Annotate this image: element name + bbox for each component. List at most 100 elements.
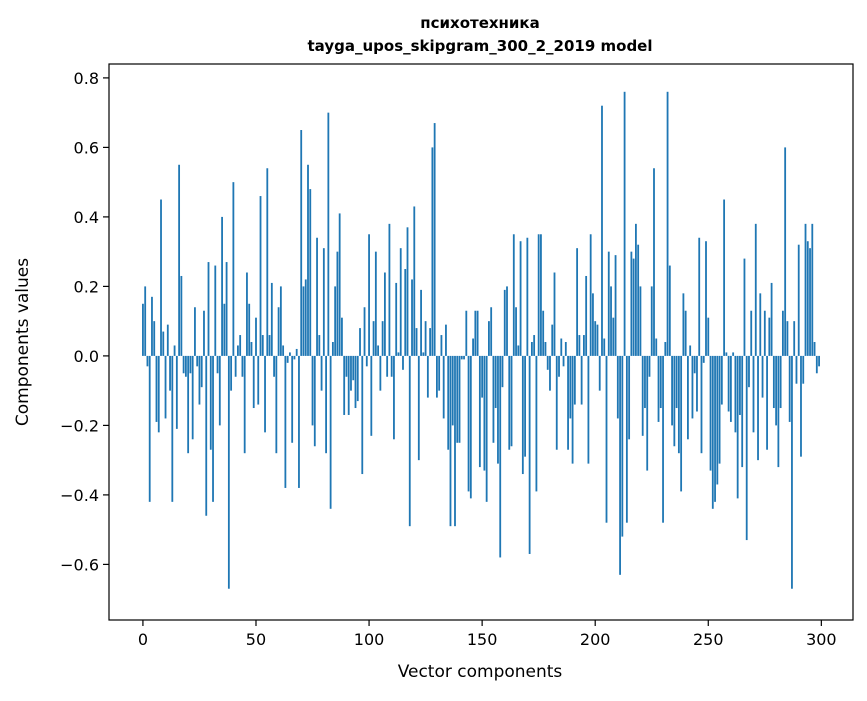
- bar-117: [406, 227, 409, 356]
- bar-106: [381, 321, 384, 356]
- bar-240: [684, 310, 687, 356]
- x-tick-label-50: 50: [246, 630, 266, 649]
- bar-142: [463, 355, 465, 360]
- bar-224: [648, 355, 651, 377]
- bar-70: [300, 130, 303, 356]
- bar-175: [537, 234, 540, 356]
- bar-260: [729, 355, 732, 422]
- y-tick-label-1: −0.4: [60, 486, 99, 505]
- bar-165: [515, 307, 517, 356]
- bar-266: [743, 258, 746, 356]
- y-tick-label-0: −0.6: [60, 555, 99, 574]
- bar-92: [350, 355, 352, 391]
- bar-188: [567, 355, 569, 450]
- bar-299: [818, 355, 820, 367]
- y-tick-label-3: 0.0: [74, 347, 99, 366]
- bar-54: [264, 355, 266, 433]
- bar-143: [465, 310, 468, 356]
- bar-11: [166, 324, 169, 356]
- x-tick-label-150: 150: [467, 630, 498, 649]
- bar-193: [578, 335, 581, 356]
- bar-112: [395, 282, 398, 356]
- bar-187: [564, 342, 567, 356]
- bar-181: [551, 324, 554, 356]
- bar-234: [671, 355, 673, 426]
- x-tick-label-100: 100: [354, 630, 385, 649]
- bar-239: [682, 293, 685, 356]
- bar-216: [630, 251, 633, 356]
- bar-137: [451, 355, 454, 426]
- bar-68: [295, 348, 298, 356]
- bar-261: [732, 352, 735, 356]
- bar-61: [279, 286, 282, 356]
- bar-156: [494, 355, 497, 409]
- bar-98: [363, 307, 366, 356]
- bar-107: [383, 272, 386, 356]
- bar-281: [777, 355, 780, 468]
- x-tick-label-300: 300: [806, 630, 837, 649]
- bar-182: [553, 272, 556, 356]
- bar-262: [734, 355, 737, 433]
- bar-64: [286, 355, 289, 363]
- bar-265: [741, 355, 744, 468]
- bar-140: [458, 355, 461, 443]
- bar-155: [492, 355, 495, 443]
- bar-127: [429, 328, 432, 356]
- bar-223: [646, 355, 649, 471]
- bar-82: [327, 112, 330, 356]
- bar-23: [194, 307, 196, 356]
- bar-93: [352, 355, 355, 381]
- bar-194: [580, 355, 583, 405]
- bar-203: [601, 105, 603, 356]
- bar-242: [689, 345, 692, 356]
- bar-286: [788, 355, 791, 422]
- bar-149: [478, 355, 481, 468]
- bar-123: [420, 289, 422, 356]
- bar-250: [707, 317, 710, 356]
- bar-128: [431, 147, 434, 356]
- bar-164: [512, 234, 515, 356]
- bar-109: [388, 223, 391, 356]
- bar-50: [255, 317, 257, 356]
- bar-6: [155, 355, 158, 422]
- bar-124: [422, 352, 425, 356]
- bar-226: [653, 168, 655, 356]
- bar-147: [474, 310, 477, 356]
- bar-40: [232, 182, 235, 356]
- bar-195: [582, 335, 585, 356]
- bar-52: [259, 196, 262, 356]
- bar-229: [659, 355, 662, 409]
- bar-211: [619, 355, 621, 575]
- bar-282: [779, 355, 782, 409]
- bar-237: [677, 355, 680, 454]
- bar-208: [612, 317, 615, 356]
- bar-10: [164, 355, 167, 419]
- bar-172: [530, 342, 533, 356]
- chart-title-line-2: tayga_upos_skipgram_300_2_2019 model: [308, 37, 653, 55]
- bar-58: [273, 355, 275, 377]
- y-tick-label-4: 0.2: [74, 277, 99, 296]
- bar-214: [625, 355, 628, 523]
- bar-247: [700, 355, 703, 454]
- bar-32: [214, 265, 217, 356]
- bar-134: [445, 324, 447, 356]
- bar-258: [725, 352, 728, 356]
- bar-270: [752, 355, 755, 433]
- bar-56: [268, 335, 271, 356]
- bar-47: [248, 303, 251, 356]
- bar-283: [781, 310, 784, 356]
- bar-225: [650, 286, 653, 356]
- bar-218: [635, 223, 637, 356]
- bar-170: [526, 237, 529, 356]
- bar-197: [587, 355, 590, 464]
- bar-222: [644, 355, 646, 409]
- bar-17: [180, 275, 183, 356]
- bar-272: [757, 355, 759, 461]
- bar-271: [754, 223, 757, 356]
- bar-91: [347, 355, 350, 415]
- bar-169: [524, 355, 526, 457]
- bar-161: [506, 286, 508, 356]
- bar-95: [356, 355, 359, 402]
- bar-87: [338, 213, 341, 356]
